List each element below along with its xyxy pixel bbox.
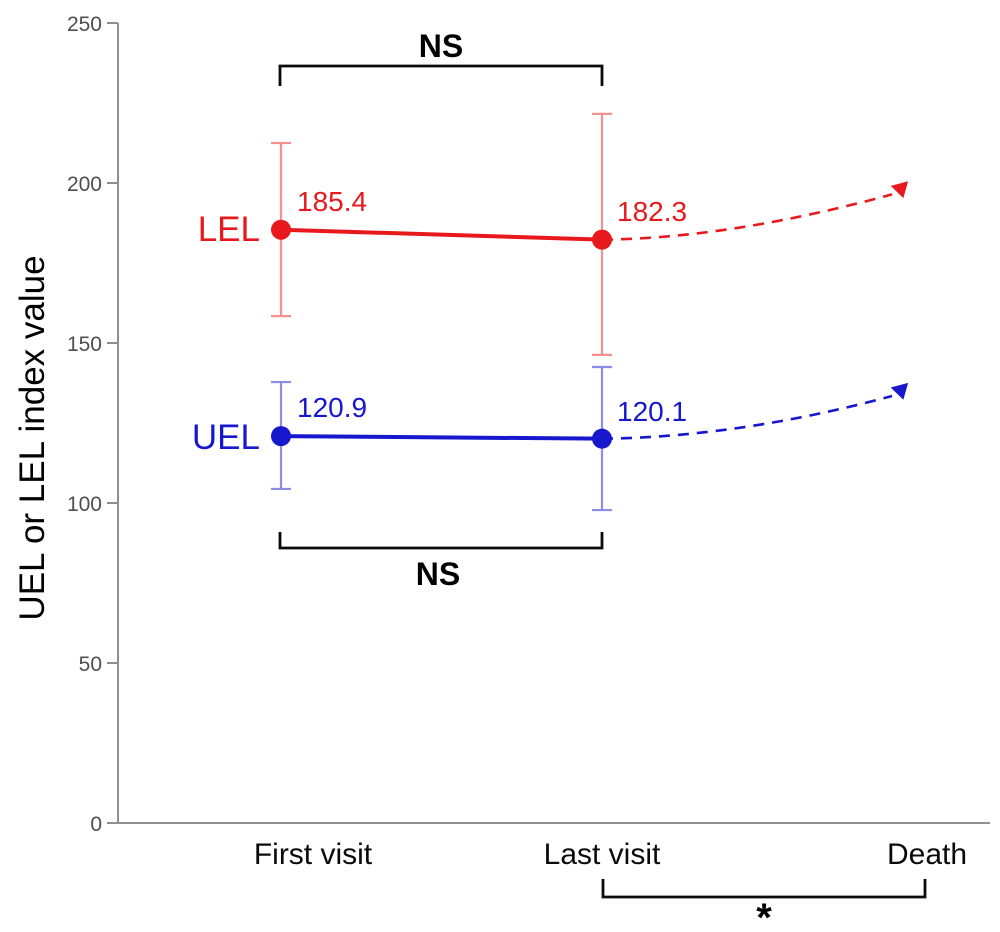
lel-first-visit-value: 185.4 — [297, 186, 367, 217]
x-axis-label-last-visit: Last visit — [544, 838, 661, 871]
uel-last-visit-value: 120.1 — [617, 396, 687, 427]
ns-bracket-top — [278, 64, 604, 86]
lel-last-visit-value: 182.3 — [617, 196, 687, 227]
y-tick-label: 150 — [67, 333, 102, 356]
significance-bracket-last-visit-death — [601, 879, 927, 899]
uel-data-point — [592, 428, 612, 449]
y-tick-label: 0 — [90, 813, 102, 836]
x-axis-label-first-visit: First visit — [254, 838, 373, 871]
lel-death-arrowhead-icon — [890, 181, 909, 199]
lel-data-point — [592, 229, 612, 250]
ns-bracket-bottom — [278, 532, 604, 550]
uel-data-point — [271, 426, 291, 447]
uel-first-visit-value: 120.9 — [297, 392, 367, 423]
axes: 250 200 150 100 50 0 UEL or LEL index va… — [13, 13, 990, 871]
data-layer — [271, 112, 909, 512]
y-tick-label: 200 — [67, 173, 102, 196]
uel-line — [280, 434, 603, 441]
x-axis-label-death: Death — [887, 838, 967, 871]
uel-projection-dashed-line — [601, 394, 893, 440]
lel-projection-dashed-line — [601, 193, 893, 241]
lel-line — [280, 227, 603, 242]
y-tick-label: 100 — [67, 493, 102, 516]
uel-series-label: UEL — [192, 418, 260, 457]
ns-label-top: NS — [419, 28, 463, 64]
lel-data-point — [271, 219, 291, 240]
y-axis-title: UEL or LEL index value — [13, 255, 52, 620]
uel-death-arrowhead-icon — [890, 382, 909, 400]
label-layer: LEL UEL 185.4 182.3 120.9 120.1 — [192, 186, 687, 457]
y-tick-label: 250 — [67, 13, 102, 36]
lel-series-label: LEL — [198, 210, 260, 249]
annotation-layer: NS NS * — [278, 28, 927, 932]
ns-label-bottom: NS — [416, 556, 460, 592]
star-significance-label: * — [756, 896, 772, 932]
y-tick-label: 50 — [79, 653, 102, 676]
